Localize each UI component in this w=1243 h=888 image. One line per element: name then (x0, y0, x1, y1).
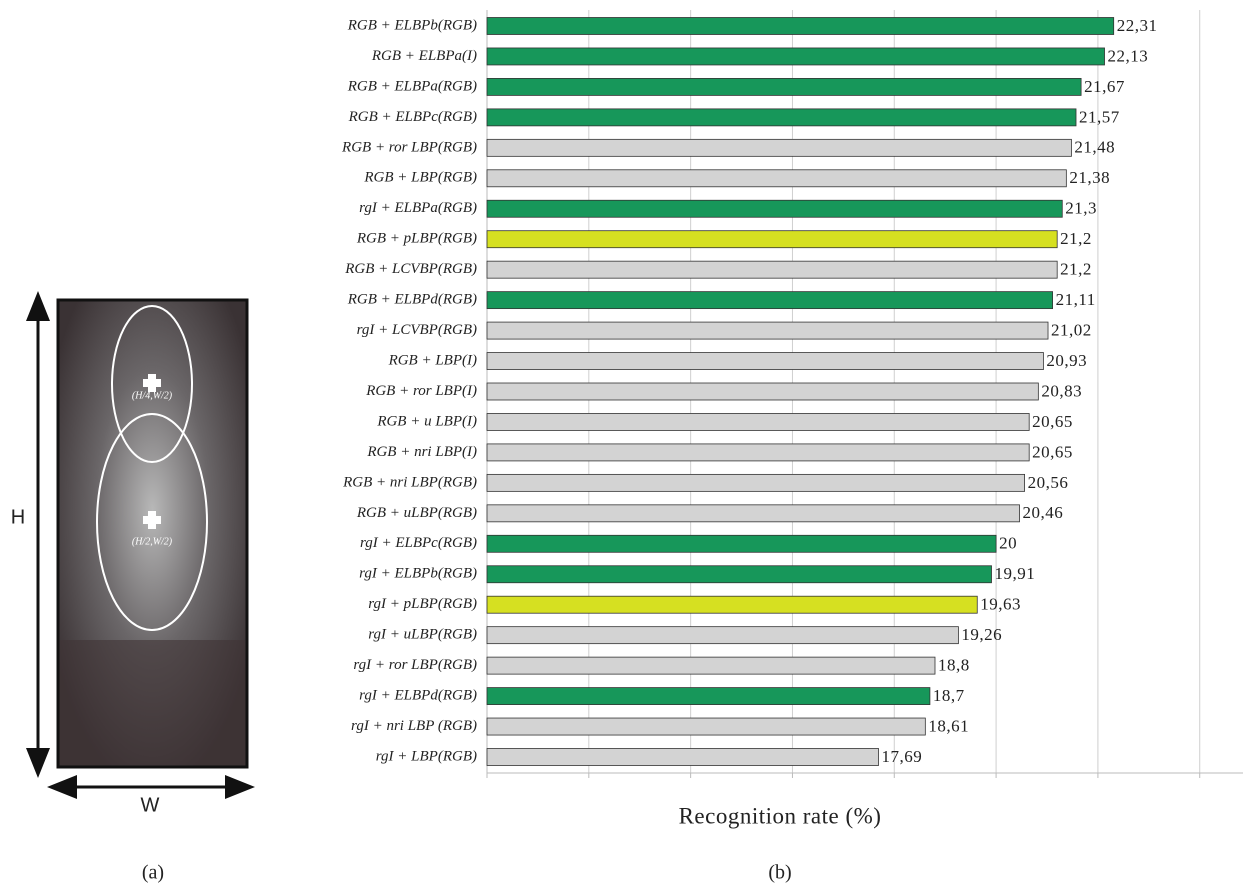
bar (487, 322, 1048, 339)
y-tick-label: RGB + nri LBP(RGB) (342, 474, 477, 490)
y-tick-label: rgI + pLBP(RGB) (368, 596, 477, 612)
bar (487, 413, 1029, 430)
y-tick-label: RGB + nri LBP(I) (366, 444, 477, 460)
point-label: (H/4,W/2) (132, 390, 173, 401)
bar (487, 170, 1066, 187)
value-label: 20,65 (1032, 412, 1073, 431)
value-label: 21,57 (1079, 107, 1120, 126)
value-label: 19,63 (980, 595, 1021, 614)
bar (487, 535, 996, 552)
y-tick-label: rgI + LBP(RGB) (376, 748, 477, 764)
value-label: 21,67 (1084, 77, 1125, 96)
bar (487, 353, 1043, 370)
y-tick-label: rgI + ELBPd(RGB) (359, 688, 477, 704)
bar (487, 688, 930, 705)
value-label: 20 (999, 534, 1017, 553)
bar (487, 627, 958, 644)
value-label: 18,8 (938, 656, 970, 675)
bar (487, 231, 1057, 248)
width-label: W (141, 794, 160, 816)
bar (487, 566, 992, 583)
value-label: 19,91 (995, 564, 1036, 583)
floor (60, 640, 245, 765)
value-label: 21,11 (1056, 290, 1096, 309)
y-tick-label: RGB + ELBPb(RGB) (347, 17, 477, 33)
y-tick-label: RGB + pLBP(RGB) (356, 231, 477, 247)
y-tick-label: RGB + LBP(I) (388, 352, 477, 368)
y-tick-label: rgI + LCVBP(RGB) (357, 322, 477, 338)
bar (487, 474, 1025, 491)
y-tick-label: RGB + ELBPd(RGB) (347, 292, 477, 308)
caption: (b) (768, 862, 791, 884)
bar (487, 200, 1062, 217)
y-tick-label: RGB + u LBP(I) (376, 413, 477, 429)
y-tick-label: RGB + ELBPa(RGB) (347, 78, 477, 94)
y-tick-label: RGB + uLBP(RGB) (356, 505, 477, 521)
value-label: 21,3 (1065, 199, 1097, 218)
bar (487, 657, 935, 674)
bar (487, 18, 1114, 35)
y-tick-label: rgI + ELBPb(RGB) (359, 566, 477, 582)
bar (487, 78, 1081, 95)
y-tick-label: RGB + LBP(RGB) (363, 170, 477, 186)
value-label: 20,83 (1041, 381, 1082, 400)
value-label: 20,56 (1028, 473, 1069, 492)
height-label: H (11, 506, 25, 528)
value-label: 20,65 (1032, 442, 1073, 461)
y-tick-label: RGB + ELBPa(I) (371, 48, 477, 64)
value-label: 19,26 (961, 625, 1002, 644)
y-tick-label: rgI + nri LBP (RGB) (351, 718, 477, 734)
value-label: 20,46 (1023, 503, 1064, 522)
bar (487, 261, 1057, 278)
value-label: 21,38 (1069, 168, 1110, 187)
value-label: 22,31 (1117, 16, 1158, 35)
y-tick-label: RGB + LCVBP(RGB) (344, 261, 477, 277)
value-label: 22,13 (1108, 46, 1149, 65)
value-label: 21,48 (1074, 138, 1115, 157)
value-label: 18,7 (933, 686, 965, 705)
y-tick-label: RGB + ror LBP(I) (365, 383, 477, 399)
value-label: 21,2 (1060, 229, 1092, 248)
bar (487, 505, 1020, 522)
bar (487, 292, 1053, 309)
figure: (H/4,W/2) (H/2,W/2) H W (a) Recognition … (0, 0, 1243, 888)
y-tick-label: rgI + ELBPc(RGB) (360, 535, 477, 551)
y-tick-label: RGB + ror LBP(RGB) (341, 139, 477, 155)
caption: (a) (142, 862, 164, 884)
bar (487, 444, 1029, 461)
bar (487, 749, 878, 766)
bar (487, 383, 1038, 400)
bar (487, 48, 1105, 65)
value-label: 20,93 (1046, 351, 1087, 370)
value-label: 17,69 (881, 747, 922, 766)
y-tick-label: rgI + uLBP(RGB) (368, 627, 477, 643)
panel-a: (H/4,W/2) (H/2,W/2) H W (a) (11, 300, 247, 884)
bar (487, 596, 977, 613)
value-label: 21,2 (1060, 260, 1092, 279)
value-label: 21,02 (1051, 320, 1092, 339)
y-tick-label: RGB + ELBPc(RGB) (348, 109, 477, 125)
x-axis-title: Recognition rate (%) (679, 803, 882, 828)
bar (487, 139, 1071, 156)
panel-b: Recognition rate (%) (b) RGB + ELBPb(RGB… (341, 10, 1243, 884)
bar (487, 718, 925, 735)
bar (487, 109, 1076, 126)
y-tick-label: rgI + ELBPa(RGB) (359, 200, 477, 216)
y-tick-label: rgI + ror LBP(RGB) (353, 657, 477, 673)
value-label: 18,61 (928, 716, 969, 735)
point-label: (H/2,W/2) (132, 536, 173, 547)
